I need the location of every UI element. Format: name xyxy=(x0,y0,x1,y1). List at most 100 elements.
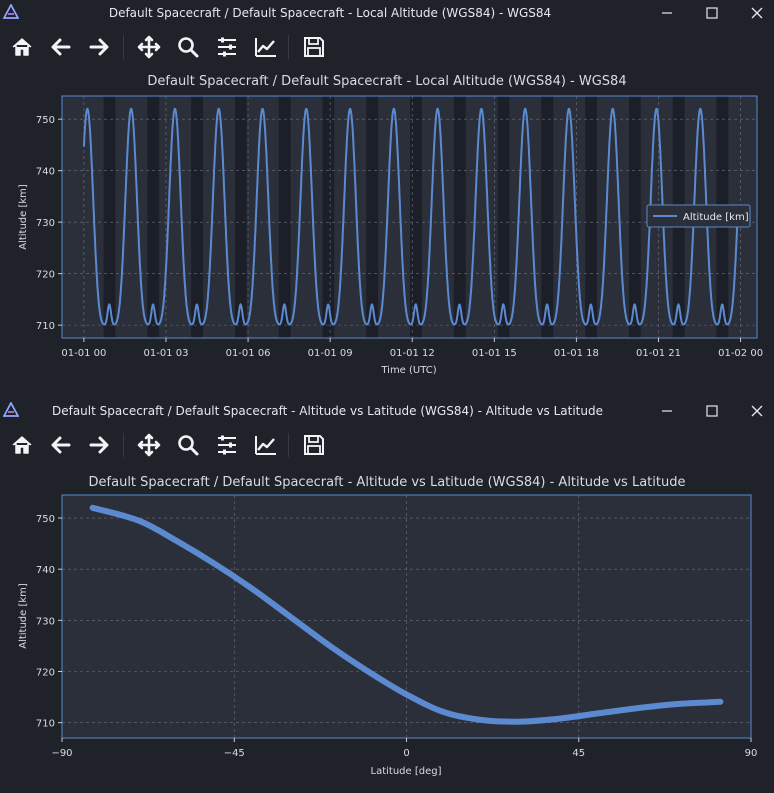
pan-button[interactable] xyxy=(134,33,164,61)
y-tick-label: 710 xyxy=(36,719,55,730)
window-titlebar[interactable]: Default Spacecraft / Default Spacecraft … xyxy=(0,398,774,425)
y-tick-label: 720 xyxy=(36,667,55,678)
subplot-config-button[interactable] xyxy=(212,33,242,61)
home-icon xyxy=(12,436,32,454)
eclipse-band xyxy=(585,96,597,338)
altitude-time-window: Default Spacecraft / Default Spacecraft … xyxy=(0,0,774,398)
close-button[interactable] xyxy=(737,0,774,26)
subplot-config-icon xyxy=(218,435,236,455)
eclipse-band xyxy=(541,96,554,338)
eclipse-band xyxy=(366,96,379,338)
save-button[interactable] xyxy=(299,431,329,459)
y-tick-label: 710 xyxy=(36,321,55,332)
plot-title: Default Spacecraft / Default Spacecraft … xyxy=(88,475,686,490)
close-button[interactable] xyxy=(737,398,774,424)
subplot-config-button[interactable] xyxy=(212,431,242,459)
altitude-time-plot[interactable]: 01-01 00 01-01 03 01-01 06 01-01 09 01-01 12… xyxy=(0,0,774,398)
legend-box xyxy=(646,204,751,228)
save-disk-icon xyxy=(304,37,324,57)
forward-arrow-icon xyxy=(89,436,109,454)
altitude-series-line xyxy=(82,107,739,326)
legend[interactable]: Altitude [km] xyxy=(646,204,751,228)
edit-axes-button[interactable] xyxy=(251,33,281,61)
eclipse-band xyxy=(191,96,203,338)
eclipse-band xyxy=(628,96,641,338)
back-button[interactable] xyxy=(46,431,76,459)
edit-axes-icon xyxy=(255,38,276,57)
pan-move-icon xyxy=(137,35,161,59)
window-titlebar[interactable]: Default Spacecraft / Default Spacecraft … xyxy=(0,0,774,27)
back-arrow-icon xyxy=(51,436,71,454)
forward-button[interactable] xyxy=(84,431,114,459)
plot-toolbar xyxy=(0,428,774,462)
maximize-button[interactable] xyxy=(692,0,732,26)
y-tick-label: 750 xyxy=(36,115,55,126)
window-title: Default Spacecraft / Default Spacecraft … xyxy=(51,404,603,418)
toolbar-separator xyxy=(123,433,124,457)
y-tick-label: 720 xyxy=(36,270,55,281)
maximize-icon xyxy=(706,405,718,417)
toolbar-separator xyxy=(288,433,289,457)
x-tick-label: 01-01 21 xyxy=(636,348,681,359)
plot-toolbar xyxy=(0,30,774,64)
forward-button[interactable] xyxy=(84,33,114,61)
back-button[interactable] xyxy=(46,33,76,61)
x-tick-label: 01-01 12 xyxy=(390,348,435,359)
home-button[interactable] xyxy=(7,431,37,459)
x-tick-label: 0 xyxy=(403,748,409,759)
x-tick-label: 01-01 18 xyxy=(554,348,599,359)
x-axis-label: Time (UTC) xyxy=(380,365,436,376)
y-tick-label: 730 xyxy=(36,218,55,229)
subplot-config-icon xyxy=(218,37,236,57)
altitude-latitude-plot[interactable]: −90 −45 0 45 90 710 720 730 740 750 Latitude [deg… xyxy=(0,398,774,793)
legend-label: Altitude [km] xyxy=(683,212,749,223)
toolbar-separator xyxy=(123,35,124,59)
x-tick-label: −90 xyxy=(51,748,72,759)
x-tick-label: 01-01 09 xyxy=(308,348,353,359)
maximize-icon xyxy=(706,7,718,19)
x-tick-label: 01-02 00 xyxy=(718,348,763,359)
save-button[interactable] xyxy=(299,33,329,61)
y-tick-label: 740 xyxy=(36,167,55,178)
zoom-button[interactable] xyxy=(173,431,203,459)
pan-button[interactable] xyxy=(134,431,164,459)
eclipse-band xyxy=(410,96,422,338)
back-arrow-icon xyxy=(51,38,71,56)
toolbar-separator xyxy=(288,35,289,59)
edit-axes-button[interactable] xyxy=(251,431,281,459)
x-tick-label: 01-01 06 xyxy=(226,348,271,359)
minimize-button[interactable] xyxy=(647,0,687,26)
close-icon xyxy=(751,405,763,417)
x-tick-label: −45 xyxy=(224,748,245,759)
home-button[interactable] xyxy=(7,33,37,61)
minimize-icon xyxy=(662,12,672,14)
minimize-button[interactable] xyxy=(647,398,687,424)
altitude-latitude-series xyxy=(89,504,724,725)
save-disk-icon xyxy=(304,435,324,455)
app-logo-icon xyxy=(3,4,19,19)
pan-move-icon xyxy=(137,433,161,457)
x-axis-label: Latitude [deg] xyxy=(371,766,442,777)
plot-frame xyxy=(61,95,758,339)
eclipse-band xyxy=(103,96,116,338)
eclipse-band xyxy=(497,96,510,338)
eclipse-band xyxy=(234,96,247,338)
window-title: Default Spacecraft / Default Spacecraft … xyxy=(108,6,552,20)
edit-axes-icon xyxy=(255,436,276,455)
y-tick-label: 740 xyxy=(36,565,55,576)
eclipse-band xyxy=(147,96,160,338)
minimize-icon xyxy=(662,410,672,412)
zoom-button[interactable] xyxy=(173,33,203,61)
eclipse-band xyxy=(453,96,466,338)
y-tick-label: 730 xyxy=(36,616,55,627)
app-logo-icon xyxy=(3,402,19,417)
maximize-button[interactable] xyxy=(692,398,732,424)
y-axis-label: Altitude [km] xyxy=(18,184,29,250)
x-tick-label: 90 xyxy=(745,748,758,759)
plot-title: Default Spacecraft / Default Spacecraft … xyxy=(147,74,627,89)
zoom-magnifier-icon xyxy=(178,435,199,456)
eclipse-band xyxy=(278,96,291,338)
y-axis-label: Altitude [km] xyxy=(18,583,29,649)
altitude-latitude-window: Default Spacecraft / Default Spacecraft … xyxy=(0,398,774,793)
zoom-magnifier-icon xyxy=(178,37,199,58)
